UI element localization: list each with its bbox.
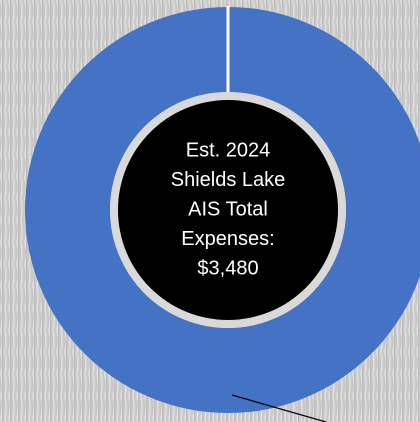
donut-segment [25, 7, 420, 413]
donut [25, 6, 420, 413]
center-text-line: $3,480 [197, 257, 258, 279]
center-text-line: Est. 2024 [186, 139, 271, 161]
center-disc [118, 100, 338, 320]
center-text-line: AIS Total [188, 198, 268, 220]
leader-line [231, 394, 327, 422]
center-text-line: Shields Lake [171, 169, 286, 191]
center-label: Est. 2024 Shields Lake AIS Total Expenses: $… [171, 139, 286, 279]
center-text-line: Expenses: [181, 228, 274, 250]
